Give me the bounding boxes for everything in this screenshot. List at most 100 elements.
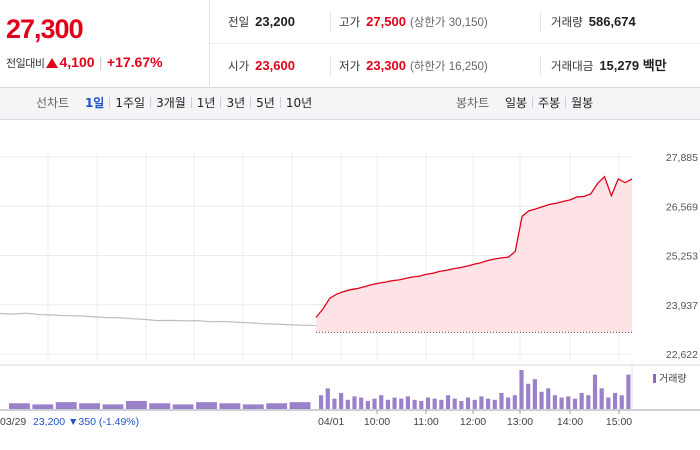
x-tick-label: 15:00 [606,416,632,428]
change-label: 전일대비 [6,57,45,70]
today-volume-bar [439,399,444,409]
today-date-label: 04/01 [318,416,344,428]
today-volume-bar [512,395,517,409]
tab-monthly-candle[interactable]: 월봉 [571,96,594,110]
change-rate: +17.67% [106,54,163,70]
upper-limit: (상한가 30,150) [409,17,488,29]
prev-day-volume-bar [9,403,30,409]
tab-1d[interactable]: 1일 [84,96,105,110]
open-label: 시가 [228,59,250,73]
today-price-line [315,175,633,318]
axis-labels: 27,885 26,569 25,253 23,937 22,622 거래량 03/29 23… [0,152,698,428]
divider [279,97,281,108]
volume-legend-label: 거래량 [659,373,687,385]
divider [109,97,111,108]
prev-day-volume-bar [125,400,147,409]
today-volume-bar [526,383,531,409]
divider [250,97,252,108]
prev-day-volume-bar [266,403,288,409]
today-volume-bar [372,398,377,409]
today-volume-bar [492,399,497,409]
today-volume-bar [579,392,584,409]
divider [220,97,222,108]
prev-day-volume-bar [242,404,264,409]
divider [190,97,192,108]
chart-series [0,175,633,333]
high-price: 고가 27,500 (상한가 30,150) [330,12,540,32]
today-volume-bar [546,388,551,409]
prev-day-volume-bar [149,403,171,409]
divider [532,97,534,108]
today-volume-bar [626,374,631,409]
prev-close-change-label: 23,200 ▼350 (-1.49%) [33,416,139,428]
open-price: 시가 23,600 [228,44,328,88]
stat-row-1: 전일 23,200 고가 27,500 (상한가 30,150) 거래량 586,674 [210,0,700,44]
tab-3y[interactable]: 3년 [226,96,246,110]
today-volume-bar [392,397,397,409]
lower-limit: (하한가 16,250) [409,61,488,73]
high-value: 27,500 [366,14,406,29]
low-label: 저가 [339,59,361,73]
intraday-price-chart: 27,885 26,569 25,253 23,937 22,622 거래량 03/29 23… [0,152,700,428]
tab-5y[interactable]: 5년 [256,96,275,110]
today-volume-bar [532,379,537,409]
today-volume-bar [339,392,344,409]
line-chart-tabs: 선차트 1일 1주일 3개월 1년 3년 5년 10년 [36,88,312,120]
today-volume-bar [559,397,564,409]
x-tick-label: 13:00 [507,416,533,428]
today-volume-bar [566,396,571,409]
prev-day-volume-bar [289,402,311,409]
today-volume-bar [332,398,337,409]
today-volume-bar [539,391,544,409]
quote-summary: 27,300 전일대비 4,100 | +17.67% 전일 23,200 고가 27,5… [0,0,700,88]
today-volume-bar [606,397,611,409]
tab-3m[interactable]: 3개월 [156,96,186,110]
today-volume-bar [452,398,457,409]
today-volume-bar [612,392,618,409]
prev-day-volume-bar [102,404,124,409]
today-volume-bar [465,397,471,409]
change-amount: 4,100 [59,54,95,70]
y-tick-label: 22,622 [666,349,698,361]
today-volume-bar [519,370,524,409]
candle-chart-label: 봉차트 [456,96,490,110]
y-tick-label: 26,569 [666,201,698,213]
prev-day-volume-bar [196,402,217,409]
prev-close-value: 23,200 [255,14,295,29]
volume-panel [9,370,631,409]
today-volume-bar [572,398,578,409]
price-change: 전일대비 4,100 | +17.67% [6,54,163,71]
y-tick-label: 27,885 [666,152,698,164]
tab-1y[interactable]: 1년 [196,96,216,110]
divider [565,97,567,108]
prev-date-label: 03/29 [0,416,26,428]
today-volume-bar [319,395,324,409]
tab-1w[interactable]: 1주일 [115,96,146,110]
line-chart-label: 선차트 [36,96,70,110]
today-volume-bar [599,388,604,409]
tab-10y[interactable]: 10년 [285,96,313,110]
today-volume-bar [325,388,330,409]
tab-daily-candle[interactable]: 일봉 [504,96,528,110]
volume-legend-swatch [653,374,656,383]
prev-day-volume-bar [172,404,194,409]
today-volume-bar [365,400,370,409]
trade-value: 15,279 백만 [599,58,667,73]
x-tick-label: 11:00 [413,416,439,428]
divider: | [98,56,103,71]
today-volume-bar [552,395,558,409]
high-label: 고가 [339,15,361,29]
volume-stat: 거래량 586,674 [540,12,700,32]
y-tick-label: 25,253 [666,251,698,263]
prev-day-volume-bar [32,404,54,409]
today-volume-bar [619,395,624,409]
today-volume-bar [425,397,431,409]
volume-value: 586,674 [588,14,636,29]
candle-chart-tabs: 봉차트 일봉 주봉 월봉 [456,88,593,120]
current-price-box: 27,300 전일대비 4,100 | +17.67% [0,0,210,88]
tab-weekly-candle[interactable]: 주봉 [538,96,561,110]
low-price: 저가 23,300 (하한가 16,250) [330,56,540,76]
divider [150,97,152,108]
prev-close: 전일 23,200 [228,0,328,44]
